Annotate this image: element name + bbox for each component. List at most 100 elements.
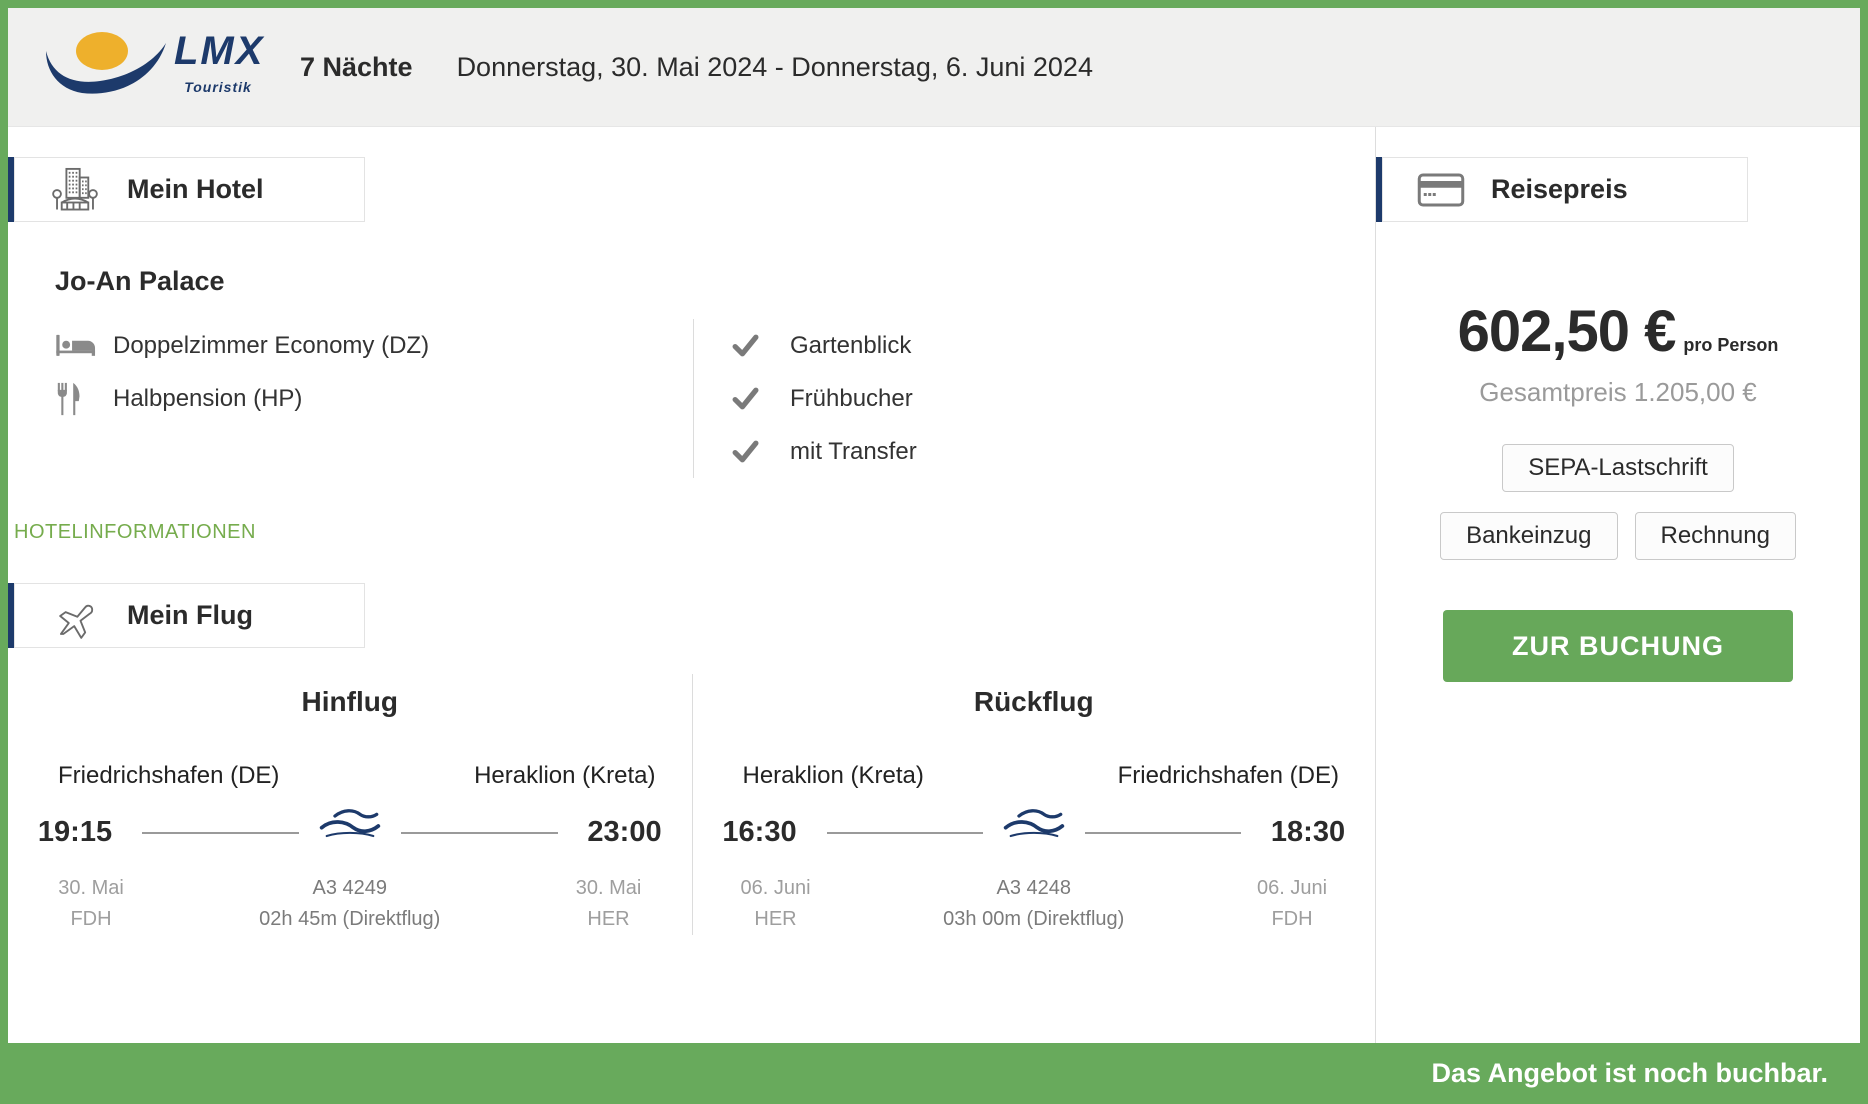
check-icon bbox=[732, 438, 766, 465]
logo-brand-text: LMX bbox=[174, 29, 265, 73]
outbound-flight-info: A3 4249 02h 45m (Direktflug) bbox=[166, 873, 534, 935]
zur-buchung-button[interactable]: ZUR BUCHUNG bbox=[1443, 610, 1793, 682]
inbound-flight: Rückflug Heraklion (Kreta) Friedrichshaf… bbox=[691, 674, 1376, 935]
logo-sub-text: Touristik bbox=[184, 79, 252, 95]
outbound-arr-info: 30. Mai HER bbox=[534, 873, 684, 935]
navy-accent-bar bbox=[8, 583, 14, 648]
outbound-arr-code: HER bbox=[587, 908, 630, 930]
board-row: Halbpension (HP) bbox=[55, 372, 693, 425]
flight-section-title: Mein Flug bbox=[127, 600, 253, 630]
payment-bankeinzug-button[interactable]: Bankeinzug bbox=[1440, 512, 1618, 560]
outbound-to: Heraklion (Kreta) bbox=[474, 762, 656, 789]
price-section-header: Reisepreis bbox=[1376, 157, 1860, 222]
check-icon bbox=[732, 332, 766, 359]
inbound-dep-info: 06. Juni HER bbox=[701, 873, 851, 935]
room-row: Doppelzimmer Economy (DZ) bbox=[55, 319, 693, 372]
inbound-dep-date: 06. Juni bbox=[740, 877, 811, 899]
status-bar: Das Angebot ist noch buchbar. bbox=[8, 1043, 1860, 1104]
outbound-title: Hinflug bbox=[301, 686, 398, 717]
aegean-airline-logo bbox=[311, 806, 389, 846]
flight-line bbox=[1084, 831, 1241, 834]
inbound-dep-time: 16:30 bbox=[722, 816, 797, 848]
inbound-title: Rückflug bbox=[973, 686, 1094, 717]
price-block: 602,50 € pro Person Gesamtpreis 1.205,00… bbox=[1376, 298, 1860, 408]
inbound-times: 16:30 18:30 bbox=[705, 808, 1364, 849]
hotel-section-title: Mein Hotel bbox=[127, 174, 264, 204]
inbound-airports: Heraklion (Kreta) Friedrichshafen (DE) bbox=[743, 762, 1340, 790]
price-per-person-suffix: pro Person bbox=[1683, 335, 1779, 355]
credit-card-icon bbox=[1417, 173, 1465, 206]
navy-accent-bar bbox=[8, 157, 14, 222]
outbound-airports: Friedrichshafen (DE) Heraklion (Kreta) bbox=[58, 762, 656, 790]
hotel-header-box: Mein Hotel bbox=[14, 157, 365, 222]
inbound-arr-info: 06. Juni FDH bbox=[1217, 873, 1367, 935]
outbound-arr-time: 23:00 bbox=[587, 816, 662, 848]
restaurant-icon bbox=[55, 381, 99, 417]
payment-sepa-button[interactable]: SEPA-Lastschrift bbox=[1502, 444, 1734, 492]
flight-header-box: Mein Flug bbox=[14, 583, 365, 648]
top-header: LMX Touristik 7 Nächte Donnerstag, 30. M… bbox=[8, 8, 1860, 127]
building-icon bbox=[52, 167, 98, 210]
outbound-dep-code: FDH bbox=[70, 908, 112, 930]
flight-columns: Hinflug Friedrichshafen (DE) Heraklion (… bbox=[8, 674, 1375, 935]
price-per-person: 602,50 € bbox=[1457, 299, 1677, 364]
inbound-flight-number: A3 4248 bbox=[996, 877, 1071, 899]
price-header-box: Reisepreis bbox=[1382, 157, 1748, 222]
inbound-dep-code: HER bbox=[754, 908, 797, 930]
feature-label: mit Transfer bbox=[790, 437, 917, 465]
main-column: Mein Hotel Jo-An Palace bbox=[8, 127, 1375, 1043]
hotel-features: Gartenblick Frühbucher mit Transfer bbox=[693, 319, 1375, 478]
flight-line bbox=[142, 831, 299, 834]
board-label: Halbpension (HP) bbox=[113, 384, 303, 412]
price-total: Gesamtpreis 1.205,00 € bbox=[1479, 377, 1757, 407]
feature-label: Gartenblick bbox=[790, 331, 912, 359]
inbound-arr-date: 06. Juni bbox=[1256, 877, 1328, 899]
outbound-dep-time: 19:15 bbox=[37, 816, 113, 848]
bookable-status-text: Das Angebot ist noch buchbar. bbox=[1431, 1058, 1828, 1088]
price-section-title: Reisepreis bbox=[1491, 174, 1628, 204]
lmx-sun-swoosh-icon bbox=[46, 32, 166, 94]
outbound-duration: 02h 45m (Direktflug) bbox=[259, 908, 441, 930]
outbound-flight: Hinflug Friedrichshafen (DE) Heraklion (… bbox=[8, 674, 692, 935]
inbound-arr-code: FDH bbox=[1271, 908, 1313, 930]
hotel-details: Doppelzimmer Economy (DZ) bbox=[8, 319, 1375, 478]
check-icon bbox=[732, 385, 766, 412]
hotel-information-link[interactable]: HOTELINFORMATIONEN bbox=[8, 520, 262, 545]
outbound-from: Friedrichshafen (DE) bbox=[58, 762, 280, 789]
feature-row: Frühbucher bbox=[732, 372, 1375, 425]
travel-date-range: Donnerstag, 30. Mai 2024 - Donnerstag, 6… bbox=[456, 51, 1093, 82]
payment-row-2: Bankeinzug Rechnung bbox=[1376, 512, 1860, 560]
price-panel: Reisepreis 602,50 € pro Person Gesamtpre… bbox=[1375, 127, 1860, 1043]
room-label: Doppelzimmer Economy (DZ) bbox=[113, 331, 430, 359]
content-area: Mein Hotel Jo-An Palace bbox=[8, 127, 1860, 1043]
flight-line bbox=[400, 831, 558, 834]
navy-accent-bar bbox=[1376, 157, 1382, 222]
inbound-details: 06. Juni HER A3 4248 03h 00m (Direktflug… bbox=[701, 873, 1368, 935]
lmx-logo: LMX Touristik bbox=[38, 27, 276, 107]
plane-icon bbox=[59, 604, 94, 639]
flight-section-header: Mein Flug bbox=[8, 583, 1375, 648]
hotel-name: Jo-An Palace bbox=[55, 266, 225, 296]
outbound-flight-number: A3 4249 bbox=[312, 877, 387, 899]
bed-icon bbox=[55, 332, 99, 360]
feature-row: mit Transfer bbox=[732, 425, 1375, 478]
payment-rechnung-button[interactable]: Rechnung bbox=[1634, 512, 1796, 560]
hotel-section-header: Mein Hotel bbox=[8, 157, 1375, 222]
nights-label: 7 Nächte bbox=[300, 51, 413, 82]
outbound-details: 30. Mai FDH A3 4249 02h 45m (Direktflug)… bbox=[16, 873, 684, 935]
inbound-flight-info: A3 4248 03h 00m (Direktflug) bbox=[851, 873, 1218, 935]
inbound-from: Heraklion (Kreta) bbox=[742, 762, 924, 789]
inbound-duration: 03h 00m (Direktflug) bbox=[943, 908, 1125, 930]
flight-line bbox=[826, 831, 983, 834]
outbound-dep-date: 30. Mai bbox=[58, 877, 124, 899]
aegean-airline-logo bbox=[995, 806, 1073, 846]
outbound-dep-info: 30. Mai FDH bbox=[16, 873, 166, 935]
outbound-arr-date: 30. Mai bbox=[575, 877, 642, 899]
inbound-to: Friedrichshafen (DE) bbox=[1117, 762, 1339, 789]
feature-row: Gartenblick bbox=[732, 319, 1375, 372]
feature-label: Frühbucher bbox=[790, 384, 913, 412]
price-line: 602,50 € pro Person bbox=[1458, 298, 1779, 365]
hotel-room-board: Doppelzimmer Economy (DZ) bbox=[8, 319, 693, 478]
inbound-arr-time: 18:30 bbox=[1270, 816, 1346, 848]
